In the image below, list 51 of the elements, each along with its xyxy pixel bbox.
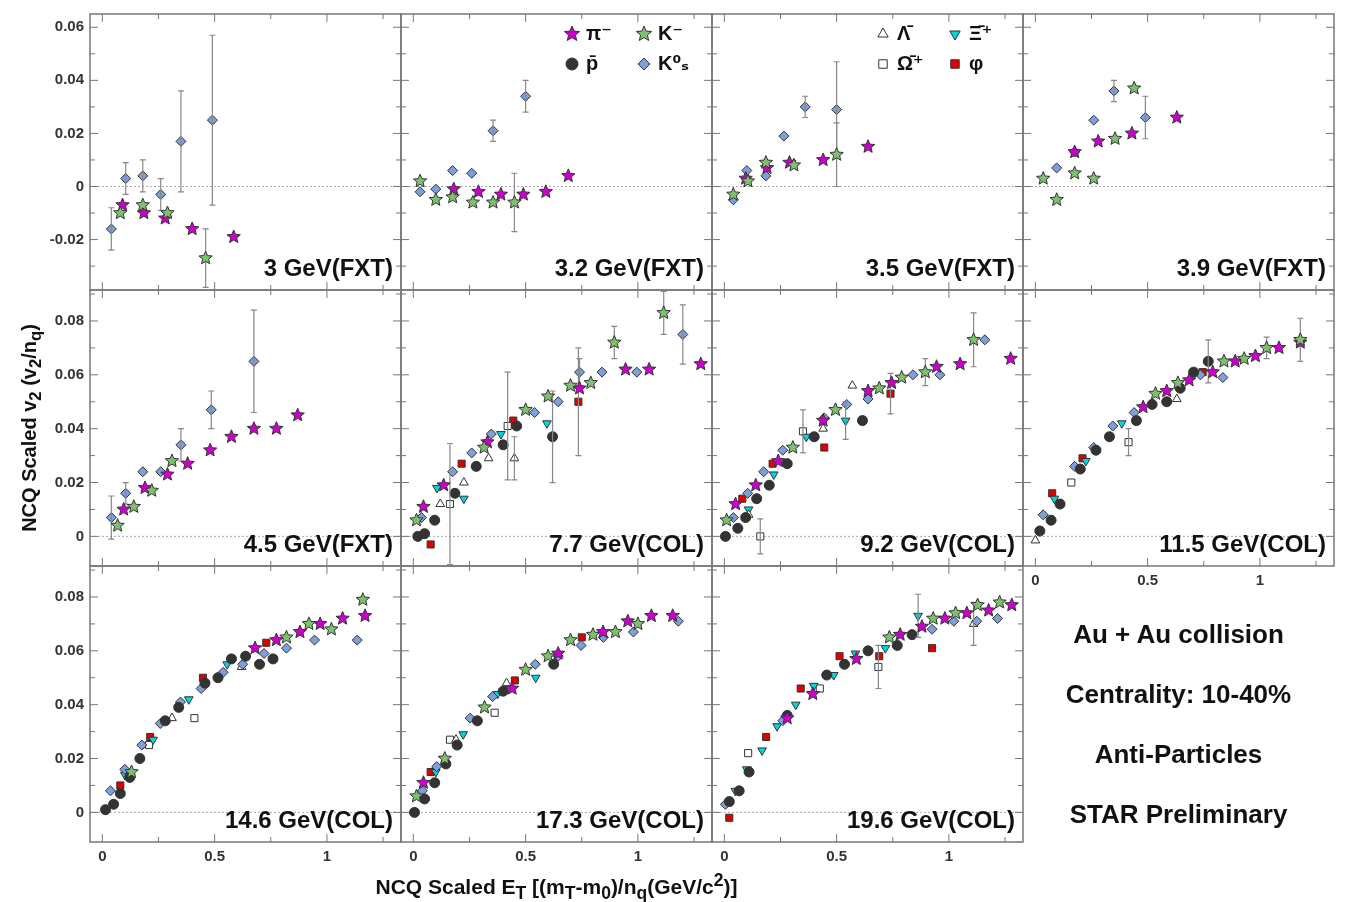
y-tick-label: 0.06 (54, 17, 84, 35)
annotation: 3.2 GeV(FXT) (554, 254, 704, 281)
annotation: 11.5 GeV(COL) (1159, 530, 1326, 557)
annotation: 3.9 GeV(FXT) (1176, 254, 1326, 281)
annotation: 3 GeV(FXT) (263, 254, 393, 281)
x-tick-label: 0 (720, 847, 729, 865)
x-tick-label: 1 (322, 847, 332, 865)
x-tick-label: 0.5 (515, 847, 537, 865)
text: Centrality: 10-40% (1064, 678, 1293, 711)
y-tick-label: 0.02 (54, 123, 84, 141)
x-tick-label: 0 (1031, 571, 1040, 589)
y-tick-label: 0 (75, 176, 84, 194)
y-tick-label: 0.04 (54, 70, 85, 88)
legend-label: Ξ̄⁺ (969, 21, 993, 44)
legend-label: K⁻ (658, 21, 683, 44)
x-tick-label: 1 (1255, 571, 1265, 589)
annotation: 9.2 GeV(COL) (860, 530, 1015, 557)
text: Au + Au collision (1072, 618, 1285, 651)
x-tick-label: 0.5 (204, 847, 226, 865)
annotation: 4.5 GeV(FXT) (243, 530, 393, 557)
annotation: 14.6 GeV(COL) (224, 806, 393, 833)
text: STAR Preliminary (1068, 798, 1289, 831)
y-tick-label: 0 (75, 802, 84, 820)
legend-label: φ (969, 51, 984, 74)
annotation: 7.7 GeV(COL) (549, 530, 704, 557)
annotation: 19.6 GeV(COL) (846, 806, 1015, 833)
y-tick-label: 0.02 (54, 748, 84, 766)
y-tick-label: -0.02 (49, 229, 84, 247)
y-tick-label: 0.08 (54, 311, 84, 329)
x-tick-label: 1 (633, 847, 643, 865)
legend-label: Λ̄ (897, 21, 914, 44)
legend-label: p̄ (586, 51, 599, 74)
y-tick-label: 0.08 (54, 587, 84, 605)
x-tick-label: 0.5 (1137, 571, 1159, 589)
text: Anti-Particles (1093, 738, 1264, 771)
y-tick-label: 0.06 (54, 640, 84, 658)
y-tick-label: 0.04 (54, 418, 85, 436)
x-tick-label: 1 (944, 847, 954, 865)
legend-label: Ω̄⁺ (897, 51, 924, 74)
annotation: 3.5 GeV(FXT) (865, 254, 1015, 281)
y-tick-label: 0.02 (54, 472, 84, 490)
x-tick-label: 0.5 (826, 847, 848, 865)
x-tick-label: 0 (409, 847, 418, 865)
y-tick-label: 0.04 (54, 694, 85, 712)
legend-label: π⁻ (586, 21, 612, 44)
x-tick-label: 0 (98, 847, 107, 865)
y-tick-label: 0.06 (54, 364, 84, 382)
text: NCQ Scaled E$_{T}$ [(m$_{T}$-m$_{0}$)/n$_{q}$(GeV/c$^{2}$)] (375, 870, 738, 902)
annotation: 17.3 GeV(COL) (535, 806, 704, 833)
y-tick-label: 0 (75, 526, 84, 544)
legend-label: K⁰ₛ (658, 51, 690, 74)
